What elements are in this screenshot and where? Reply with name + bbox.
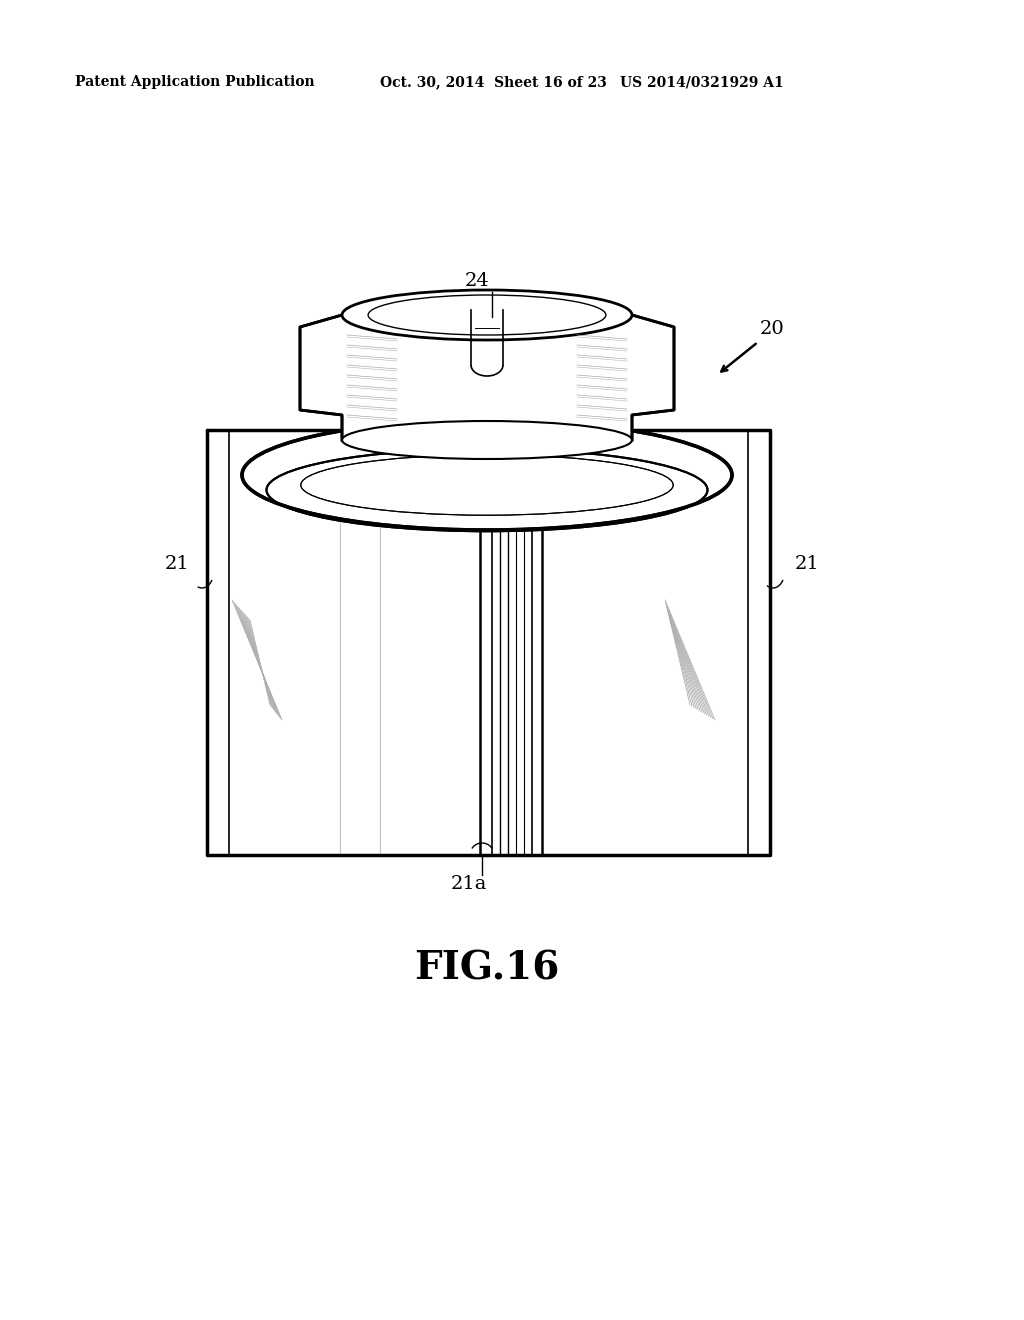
Text: 21: 21 <box>165 554 189 573</box>
Text: US 2014/0321929 A1: US 2014/0321929 A1 <box>620 75 783 88</box>
Ellipse shape <box>342 421 632 459</box>
Text: 21a: 21a <box>451 875 487 894</box>
Text: 24: 24 <box>465 272 489 290</box>
Text: 21: 21 <box>795 554 820 573</box>
Text: 20: 20 <box>760 319 784 338</box>
Text: FIG.16: FIG.16 <box>415 950 560 987</box>
Ellipse shape <box>342 290 632 341</box>
Text: Oct. 30, 2014  Sheet 16 of 23: Oct. 30, 2014 Sheet 16 of 23 <box>380 75 607 88</box>
Ellipse shape <box>242 420 732 531</box>
Text: Patent Application Publication: Patent Application Publication <box>75 75 314 88</box>
FancyBboxPatch shape <box>342 315 632 440</box>
